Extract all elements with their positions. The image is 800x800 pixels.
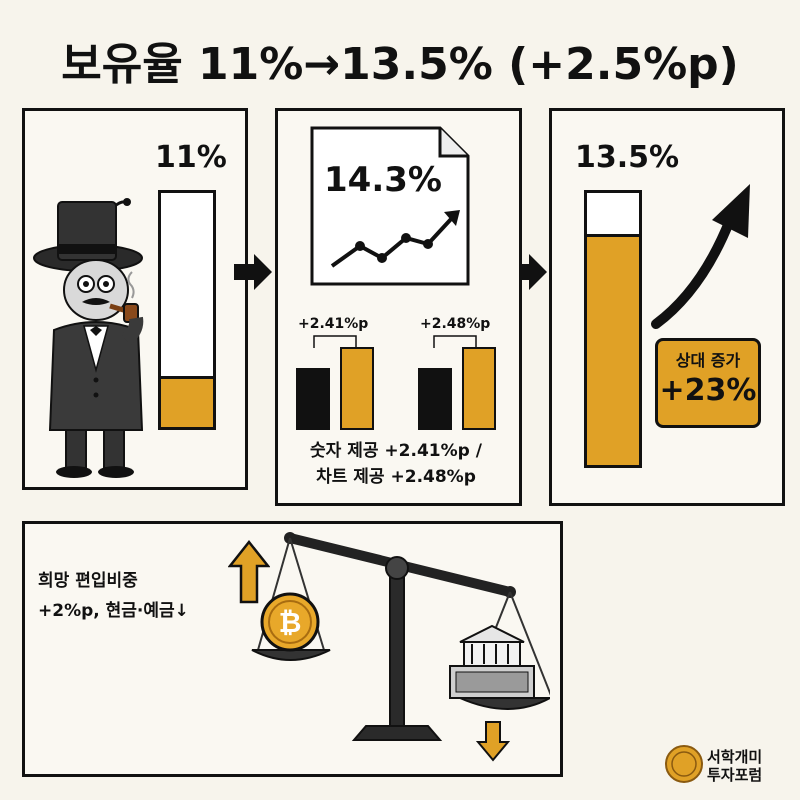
- flow-arrow-icon: [509, 254, 547, 290]
- gentleman-ant-illustration: [33, 198, 144, 478]
- balance-scale-illustration: ₿: [251, 532, 550, 741]
- after-percent-label: 13.5%: [575, 140, 680, 175]
- mini-bar-after-1: [340, 347, 374, 430]
- page-title: 보유율 11%→13.5% (+2.5%p): [61, 39, 739, 90]
- down-arrow-icon: [476, 721, 510, 762]
- middle-caption: 숫자 제공 +2.41%p / 차트 제공 +2.48%p: [280, 438, 512, 490]
- before-bar: [158, 190, 216, 430]
- after-bar: [584, 190, 642, 468]
- logo-line-1: 서학개미: [707, 748, 763, 766]
- badge-label: 상대 증가: [675, 351, 741, 370]
- logo-line-2: 투자포럼: [707, 766, 763, 784]
- delta-label-2: +2.48%p: [420, 316, 491, 332]
- note-line-2: +2%p, 현금·예금↓: [38, 601, 189, 621]
- delta-label-1: +2.41%p: [298, 316, 369, 332]
- relative-increase-badge: 상대 증가 +23%: [655, 338, 761, 428]
- mini-bar-before-2: [418, 368, 452, 430]
- caption-line-1: 숫자 제공 +2.41%p /: [310, 441, 482, 461]
- up-arrow-icon: [228, 540, 270, 604]
- trend-up-arrow-icon: [651, 184, 750, 329]
- note-line-1: 희망 편입비중: [38, 571, 138, 591]
- before-bar-fill: [161, 376, 213, 427]
- caption-line-2: 차트 제공 +2.48%p: [316, 467, 476, 487]
- after-bar-fill: [587, 234, 639, 465]
- brand-logo-text: 서학개미 투자포럼: [707, 748, 762, 784]
- mini-bar-after-2: [462, 347, 496, 430]
- document-card-icon: [310, 126, 470, 286]
- bracket-icon: [313, 335, 357, 348]
- badge-value: +23%: [659, 373, 757, 408]
- document-value: 14.3%: [324, 160, 442, 200]
- coin-logo-icon: [665, 745, 703, 783]
- svg-text:₿: ₿: [279, 606, 302, 639]
- mini-bar-before-1: [296, 368, 330, 430]
- flow-arrow-icon: [234, 254, 272, 290]
- before-percent-label: 11%: [155, 140, 227, 175]
- bracket-icon: [433, 335, 477, 348]
- allocation-note: 희망 편입비중 +2%p, 현금·예금↓: [38, 566, 189, 626]
